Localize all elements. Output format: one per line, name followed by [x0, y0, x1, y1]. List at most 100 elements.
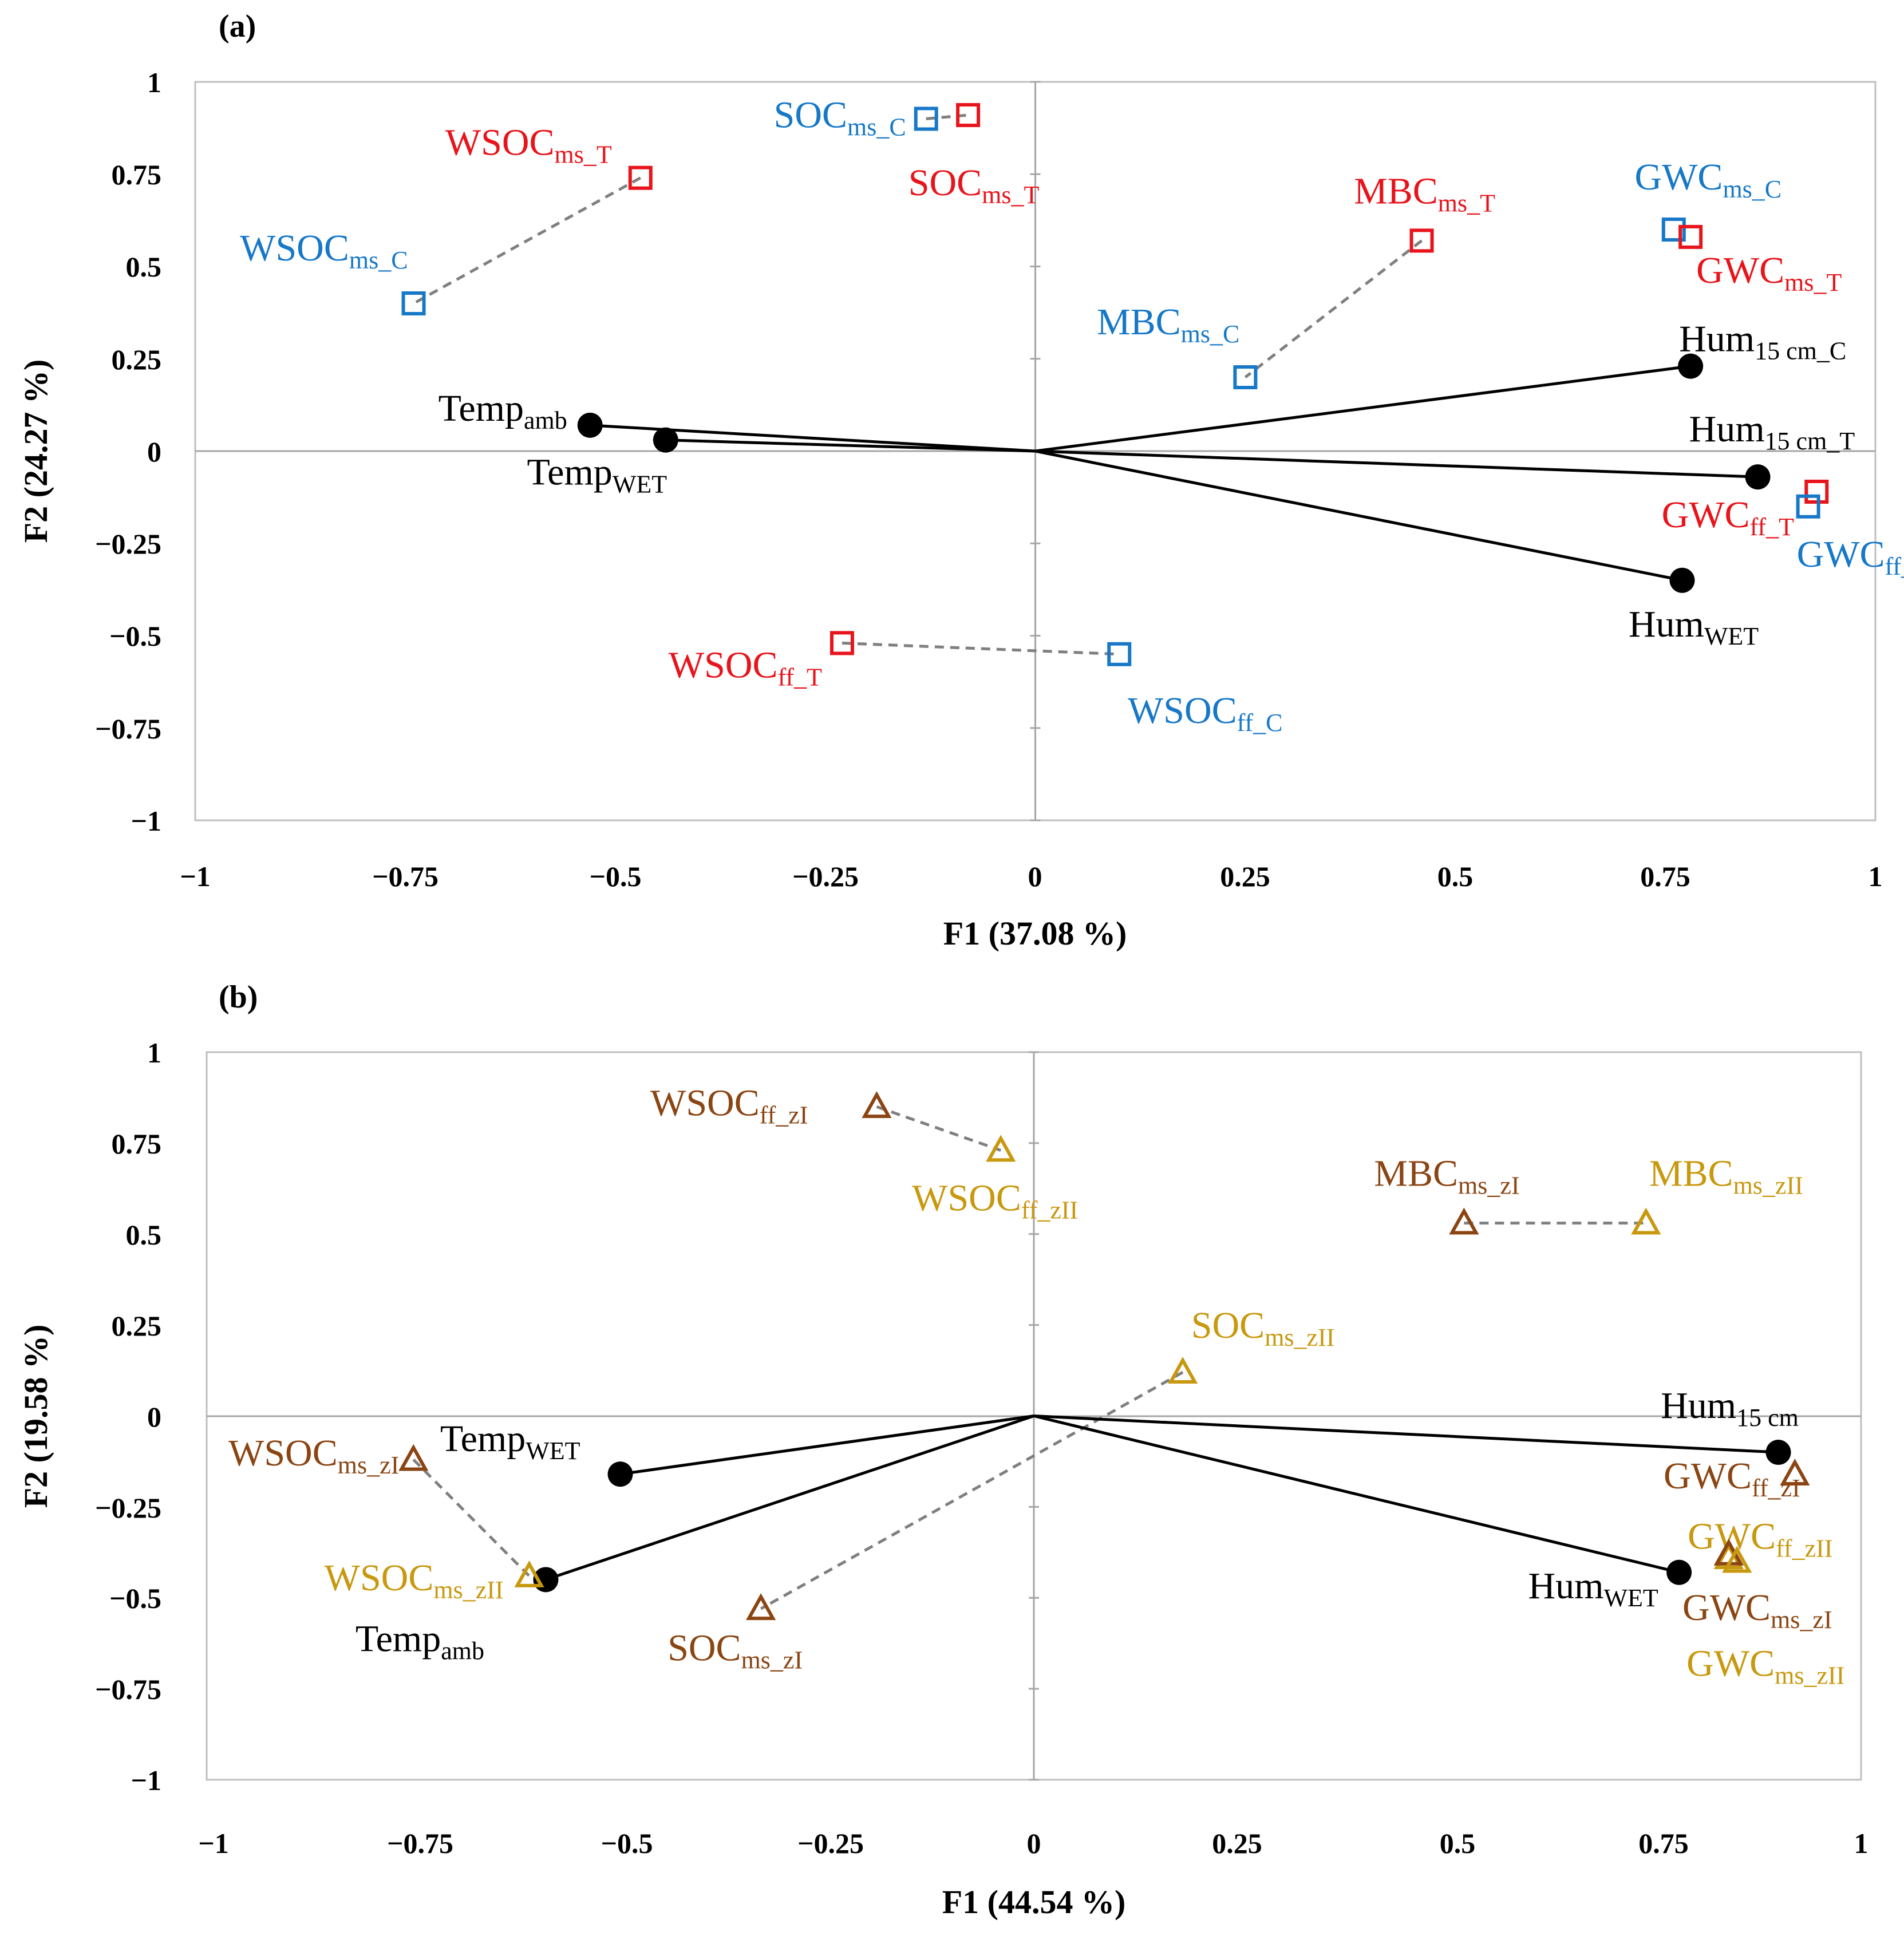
panel-a-point-label-wsoc-ff-c: WSOCff_C	[1128, 690, 1283, 737]
panel-a-point-gwc-ms-t	[1678, 224, 1703, 249]
panel-b-point-soc-ms-zi	[746, 1593, 776, 1621]
panel-a-xtick: −0.5	[590, 860, 642, 892]
panel-b-ytick: 0.5	[126, 1219, 162, 1251]
panel-b-label: (b)	[219, 979, 258, 1015]
panel-b-vector-temp-amb	[545, 1415, 1034, 1581]
panel-a-minor-ticks	[1030, 81, 1041, 821]
panel-a-pair-line-soc-ms-c-soc-ms-t	[926, 113, 969, 120]
panel-a-pair-line-wsoc-ff-t-wsoc-ff-c	[842, 641, 1120, 656]
panel-b-point-label-soc-ms-zii: SOCms_zII	[1191, 1305, 1335, 1352]
panel-a-ytick: −0.25	[95, 528, 161, 560]
panel-b-xtick: −0.25	[797, 1827, 864, 1859]
panel-a-point-wsoc-ms-c	[401, 291, 426, 315]
panel-b-pair-line-wsoc-ff-zi-wsoc-ff-zii	[876, 1105, 1002, 1152]
panel-a-point-wsoc-ms-t	[628, 165, 653, 190]
panel-b: (b) TempWET Tempamb Hum15 cm HumWET WSOCff_…	[17, 979, 1869, 1921]
panel-a-point-label-mbc-ms-t: MBCms_T	[1354, 170, 1495, 217]
panel-a-vector-label-hum-15cm-t: Hum15 cm_T	[1689, 408, 1855, 455]
panel-b-vector-label-hum-15cm: Hum15 cm	[1661, 1385, 1799, 1432]
panel-a-xtick: −0.75	[372, 860, 439, 892]
panel-a-point-wsoc-ff-c	[1107, 642, 1132, 666]
panel-a-ytick: 0.75	[112, 159, 162, 191]
panel-a-point-label-wsoc-ff-t: WSOCff_T	[669, 644, 822, 691]
panel-a-vector-hum-15cm-c	[1035, 365, 1691, 453]
panel-b-xtick: −1	[198, 1827, 229, 1859]
panel-a-ytick: 1	[147, 66, 161, 98]
panel-b-point-wsoc-ms-zi	[398, 1444, 429, 1471]
panel-a-point-label-gwc-ff-c: GWCff_C	[1797, 534, 1904, 580]
panel-b-point-mbc-ms-zii	[1631, 1207, 1661, 1235]
panel-b-point-label-mbc-ms-zii: MBCms_zII	[1649, 1153, 1803, 1200]
panel-b-point-label-wsoc-ms-zi: WSOCms_zI	[228, 1432, 399, 1479]
panel-b-y-axis-title: F2 (19.58 %)	[17, 1325, 54, 1508]
panel-a-point-label-gwc-ms-c: GWCms_C	[1634, 156, 1781, 203]
panel-a-point-label-soc-ms-c: SOCms_C	[774, 94, 906, 141]
panel-a-vector-dot-temp-amb	[577, 412, 603, 438]
panel-a-xtick: 1	[1869, 860, 1883, 892]
panel-a-pair-line-wsoc-ms-t-wsoc-ms-c	[413, 176, 641, 305]
panel-b-point-wsoc-ff-zii	[986, 1135, 1016, 1162]
panel-a-ytick: −1	[131, 805, 162, 837]
panel-a-ytick: 0.25	[112, 343, 162, 376]
panel-a-vector-dot-hum-wet	[1669, 567, 1695, 593]
panel-b-vector-hum-wet	[1033, 1415, 1680, 1574]
panel-b-xtick: 0.75	[1638, 1827, 1689, 1859]
panel-a-point-soc-ms-c	[914, 106, 938, 131]
panel-a-vector-temp-wet	[665, 438, 1036, 453]
panel-a: (a) Tempamb TempWET Hum15 cm_C Hum15 cm_T Hu…	[17, 9, 1904, 952]
panel-b-ytick: 0.25	[112, 1310, 162, 1342]
panel-a-vectors: Tempamb TempWET Hum15 cm_C Hum15 cm_T HumWET	[439, 318, 1855, 650]
panel-a-vector-dot-temp-wet	[653, 427, 678, 453]
panel-b-point-gwc-ff-zi	[1780, 1459, 1810, 1485]
panel-a-point-label-wsoc-ms-t: WSOCms_T	[445, 122, 612, 169]
panel-b-point-label-gwc-ff-zii: GWCff_zII	[1688, 1515, 1832, 1562]
panel-a-point-gwc-ms-c	[1661, 218, 1686, 242]
panel-a-y-ticks: 1 0.75 0.5 0.25 0 −0.25 −0.5 −0.75 −1	[95, 66, 161, 837]
panel-a-ytick: −0.5	[109, 620, 161, 652]
panel-b-vectors: TempWET Tempamb Hum15 cm HumWET	[355, 1385, 1799, 1665]
panel-b-points: WSOCff_zI WSOCff_zII MBCms_zI MBCms_zII SOCm…	[228, 1082, 1844, 1689]
panel-a-x-axis-title: F1 (37.08 %)	[943, 915, 1127, 952]
panel-b-point-label-wsoc-ff-zi: WSOCff_zI	[650, 1082, 808, 1129]
panel-a-vector-hum-wet	[1035, 449, 1682, 582]
panel-b-x-ticks: −1 −0.75 −0.5 −0.25 0 0.25 0.5 0.75 1	[198, 1827, 1868, 1859]
panel-a-ytick: 0	[147, 436, 161, 468]
panel-b-point-soc-ms-zii	[1168, 1357, 1198, 1384]
panel-b-vector-dot-hum-wet	[1666, 1559, 1692, 1585]
panel-a-xtick: 0.5	[1437, 860, 1474, 892]
panel-a-point-label-mbc-ms-c: MBCms_C	[1097, 301, 1239, 348]
panel-b-xtick: −0.75	[387, 1827, 453, 1859]
panel-b-vector-label-hum-wet: HumWET	[1528, 1565, 1658, 1612]
panel-a-y-axis-title: F2 (24.27 %)	[17, 359, 54, 543]
panel-b-vector-label-temp-amb: Tempamb	[355, 1618, 484, 1665]
panel-a-point-wsoc-ff-t	[829, 631, 854, 655]
panel-b-point-label-gwc-ms-zi: GWCms_zI	[1682, 1587, 1832, 1634]
panel-b-ytick: 0	[147, 1401, 161, 1433]
panel-a-point-mbc-ms-c	[1233, 365, 1258, 389]
panel-b-point-label-mbc-ms-zi: MBCms_zI	[1374, 1153, 1519, 1200]
panel-b-point-mbc-ms-zi	[1449, 1207, 1479, 1235]
panel-b-ytick: −0.75	[95, 1673, 161, 1705]
panel-a-point-soc-ms-t	[956, 103, 981, 128]
panel-a-vector-dot-hum-15cm-t	[1745, 464, 1771, 490]
panel-b-vector-dot-hum-15cm	[1765, 1440, 1791, 1465]
panel-b-pair-line-soc-ms-zii-soc-ms-zi	[760, 1371, 1184, 1610]
panel-b-ytick: 0.75	[112, 1128, 162, 1160]
panel-a-point-gwc-ff-c	[1796, 494, 1820, 519]
panel-b-point-label-wsoc-ff-zii: WSOCff_zII	[912, 1178, 1078, 1224]
panel-a-vector-label-hum-15cm-c: Hum15 cm_C	[1679, 318, 1846, 365]
panel-a-point-label-wsoc-ms-c: WSOCms_C	[240, 227, 408, 274]
panel-b-point-label-soc-ms-zi: SOCms_zI	[667, 1627, 803, 1674]
panel-a-vector-label-temp-wet: TempWET	[527, 452, 667, 499]
panel-a-pair-line-mbc-ms-t-mbc-ms-c	[1244, 239, 1423, 378]
panel-b-pair-lines	[412, 1105, 1646, 1610]
panel-a-ytick: −0.75	[95, 713, 161, 745]
panel-b-ytick: −0.5	[109, 1582, 161, 1614]
panel-b-point-gwc-ms-zii	[1722, 1546, 1752, 1573]
panel-b-vector-hum-15cm	[1033, 1415, 1779, 1454]
panel-a-pair-lines	[413, 113, 1423, 656]
panel-b-pair-line-wsoc-ms-zi-wsoc-ms-zii	[412, 1458, 531, 1577]
